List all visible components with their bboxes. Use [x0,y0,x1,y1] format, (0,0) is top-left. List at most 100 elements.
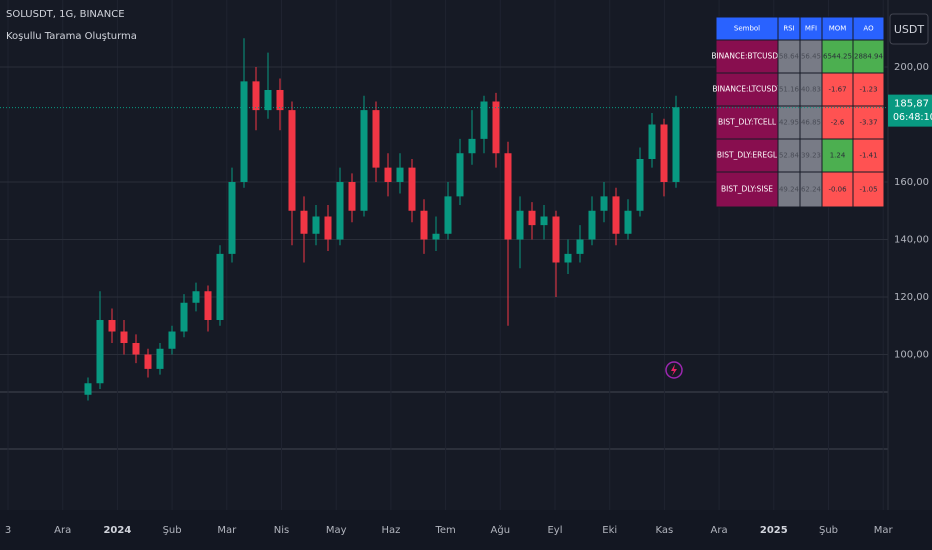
table-cell [852,72,885,107]
price-tick-label: 200,00 [894,62,929,73]
table-cell-text: -3.37 [859,119,877,127]
table-cell-text: -2.6 [831,119,845,127]
last-price-label: 185,87 [894,99,929,110]
candle-body [168,331,176,349]
table-cell-text: -0.06 [828,186,847,194]
price-tick-label: 100,00 [894,350,929,361]
candle-body [636,158,644,211]
table-cell-text: 62.24 [801,186,822,194]
candle-body [408,167,416,211]
candle-body [324,216,332,240]
symbol-title: SOLUSDT, 1G, BINANCE [6,9,125,20]
candle-body [96,320,104,384]
table-cell-text: 58.64 [779,53,800,61]
candle-body [432,233,440,240]
candle-body [456,153,464,197]
table-cell [715,171,779,208]
time-label: Ağu [491,524,511,536]
price-tick-label: 140,00 [894,235,929,246]
candle-body [672,107,680,182]
candle-body [468,138,476,154]
time-axis-bg [0,510,932,550]
table-cell [715,72,779,107]
candle-body [108,320,116,332]
table-cell-text: BINANCE:BTCUSDT [711,52,783,61]
candle-body [444,196,452,234]
table-cell-text: -1.05 [859,186,877,194]
currency-label[interactable]: USDT [894,23,925,36]
table-cell-text: 51.16 [779,86,800,94]
time-label: Eyl [547,525,562,536]
table-header-text: AO [863,25,874,33]
candle-body [264,89,272,111]
candle-body [564,253,572,263]
candle-body [528,210,536,226]
table-header-text: Sembol [734,25,760,33]
candle-body [312,216,320,234]
table-cell-text: 56.45 [801,53,821,61]
table-cell [715,105,779,140]
candle-body [156,348,164,369]
candle-body [624,210,632,234]
time-label: Tem [434,525,455,536]
candle-body [396,167,404,182]
time-label: Şub [163,525,182,536]
table-cell-text: 42.95 [779,119,799,127]
countdown-label: 06:48:10 [893,112,932,123]
candle-body [276,89,284,111]
lightning-icon[interactable] [665,361,683,379]
candle-body [144,354,152,369]
candle-body [552,216,560,263]
candle-body [480,101,488,139]
candle-body [216,253,224,321]
time-label: Eki [602,525,617,536]
candle-body [384,167,392,182]
candle-body [180,302,188,332]
candle-body [252,81,260,111]
time-label: May [326,525,347,536]
time-label: Mar [217,525,237,536]
candle-body [120,331,128,344]
candle-body [492,101,500,154]
table-cell [852,138,885,173]
table-header-text: MOM [829,25,847,33]
candle-body [240,81,248,182]
price-tick-label: 160,00 [894,177,929,188]
table-cell-text: BIST_DLY:EREGL [717,151,778,160]
table-cell-text: 46.85 [801,119,821,127]
currency-button[interactable] [889,13,929,45]
time-label: Haz [381,525,400,536]
candle-body [660,124,668,182]
time-label: 2025 [760,525,788,536]
table-cell-text: 6544.25 [823,53,852,61]
time-label: Kas [656,525,674,536]
candle-body [348,181,356,211]
table-header-text: RSI [783,25,794,33]
table-cell [821,72,854,107]
candle-body [504,153,512,240]
indicator-title: Koşullu Tarama Oluşturma [6,31,137,42]
candle-body [228,181,236,254]
table-cell-text: 49.24 [779,186,800,194]
table-cell [715,39,779,74]
candle-body [192,291,200,303]
time-label: Mar [874,525,894,536]
table-cell-text: BIST_DLY:TCELL [718,118,777,127]
time-label: Şub [819,525,838,536]
table-cell [821,39,854,74]
table-cell [852,39,885,74]
table-cell-text: BINANCE:LTCUSDT [712,85,782,94]
time-label: Nis [274,525,289,536]
table-cell-text: 2884.94 [854,53,883,61]
table-cell-text: 39.23 [801,152,821,160]
candle-body [372,110,380,168]
table-cell-text: 1.24 [830,152,846,160]
table-cell-text: -1.23 [859,86,877,94]
table-cell-text: BIST_DLY:SISE [721,185,773,194]
time-label: Ara [54,525,71,536]
price-tick-label: 120,00 [894,292,929,303]
table-cell-text: 40.83 [801,86,821,94]
candle-body [612,196,620,234]
